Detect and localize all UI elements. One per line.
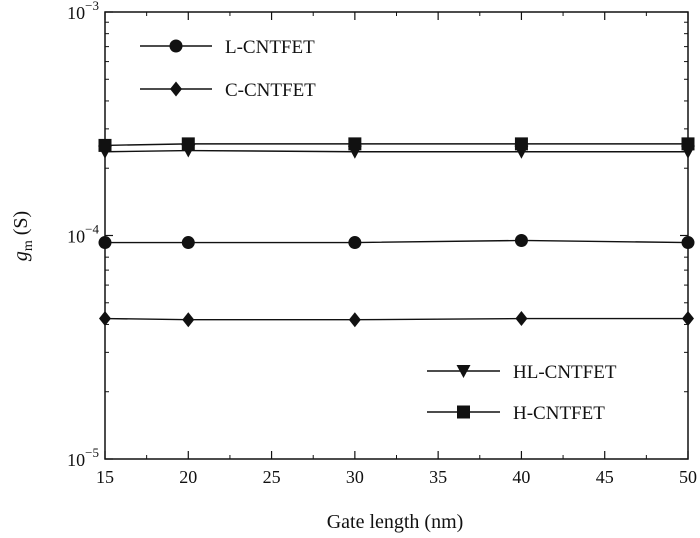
x-tick-label: 35 [429,467,447,487]
data-point [182,312,195,328]
legend-item: L-CNTFET [140,37,315,58]
axes: 15 20 25 30 35 40 45 50 10−5 10−4 10−3 [67,0,697,487]
data-point [348,312,361,328]
series-h-cntfet [98,137,695,152]
data-point [515,311,528,327]
legend-marker [456,365,471,378]
data-point [514,137,528,151]
legend-item: C-CNTFET [140,80,316,101]
legend-item: H-CNTFET [427,403,605,424]
data-point [681,137,695,151]
legend-label: HL-CNTFET [513,362,617,383]
x-tick-label: 15 [96,467,114,487]
y-axis-label: gm (S) [10,211,36,261]
y-axis-label-subscript: m [21,240,36,251]
data-point [348,137,362,151]
legend-bottom-right: HL-CNTFET H-CNTFET [427,362,617,424]
legend-top-left: L-CNTFET C-CNTFET [140,37,316,101]
y-tick-label: 10−4 [67,222,99,247]
y-tick-label: 10−3 [67,0,99,23]
legend-marker [169,39,183,53]
legend-item: HL-CNTFET [427,362,617,383]
x-tick-label: 25 [263,467,281,487]
series-c-cntfet [99,311,694,328]
data-point [98,138,112,152]
x-tick-label: 20 [179,467,197,487]
x-tick-label: 40 [512,467,530,487]
data-point [514,233,528,247]
data-point [682,311,694,327]
series-l-cntfet [98,233,695,250]
plot-frame [104,11,689,460]
y-axis-label-symbol: g [10,251,32,261]
data-point [98,236,112,250]
y-axis-label-unit: (S) [10,211,32,240]
data-point [348,236,362,250]
legend-marker [457,405,470,419]
legend-label: C-CNTFET [225,80,316,101]
x-tick-label: 45 [596,467,614,487]
y-tick-label: 10−5 [67,445,99,470]
legend-label: L-CNTFET [225,37,315,58]
legends: L-CNTFET C-CNTFET HL-CNTFET H-CNTFET [140,37,617,424]
series-layer [98,137,695,328]
legend-marker [170,81,182,97]
x-tick-label: 30 [346,467,364,487]
data-point [99,311,111,327]
data-point [181,236,195,250]
data-point [681,236,695,250]
x-tick-label: 50 [679,467,697,487]
data-point [181,137,195,151]
legend-label: H-CNTFET [513,403,605,424]
x-axis-label: Gate length (nm) [327,511,464,533]
series-line [104,149,688,153]
